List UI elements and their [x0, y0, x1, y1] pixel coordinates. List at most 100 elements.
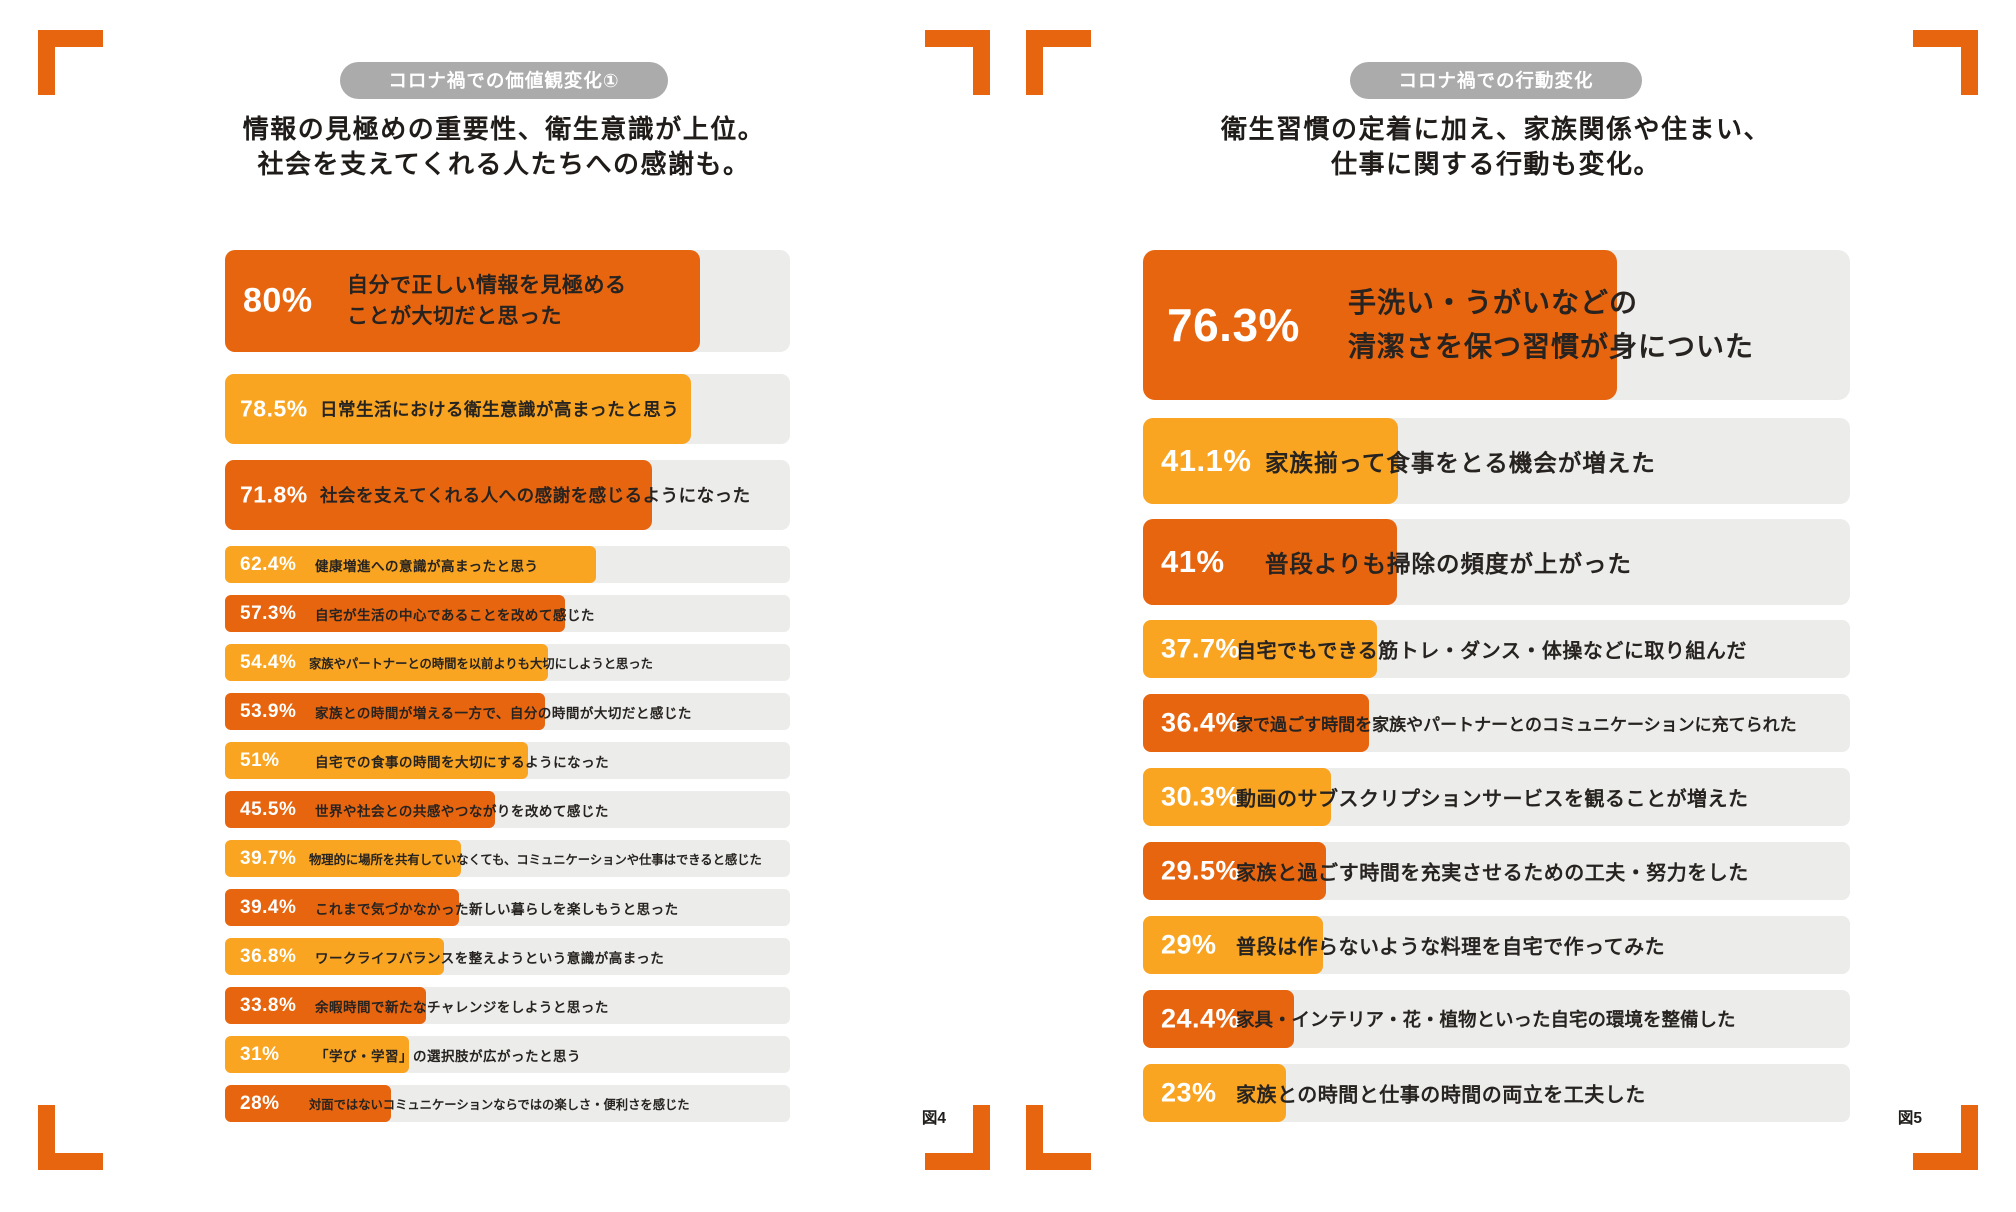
section-badge: コロナ禍での行動変化 [1350, 62, 1642, 99]
bar-label: 普段よりも掃除の頻度が上がった [1265, 551, 1633, 577]
bar-fill [1143, 250, 1617, 400]
bar-value: 62.4% [240, 553, 297, 575]
bar-value: 39.7% [240, 847, 297, 869]
bar-value: 33.8% [240, 994, 297, 1016]
bar-label: 家族やパートナーとの時間を以前よりも大切にしようと思った [309, 656, 653, 671]
chart-title: 情報の見極めの重要性、衛生意識が上位。 社会を支えてくれる人たちへの感謝も。 [0, 112, 1008, 182]
bar-value: 23% [1161, 1077, 1217, 1108]
bar-fill [225, 791, 496, 828]
bar-fill [225, 987, 426, 1024]
bar-row: 53.9% 家族との時間が増える一方で、自分の時間が大切だと感じた [225, 693, 790, 730]
bar-label: 手洗い・うがいなどの 清潔さを保つ習慣が身についた [1348, 287, 1755, 362]
chart-title-line: 社会を支えてくれる人たちへの感謝も。 [257, 149, 751, 179]
bar-row: 80% 自分で正しい情報を見極める ことが大切だと思った [225, 250, 790, 352]
bar-value: 24.4% [1161, 1003, 1241, 1034]
bar-label: 自宅が生活の中心であることを改めて感じた [315, 607, 595, 623]
chart-header: コロナ禍での価値観変化① 情報の見極めの重要性、衛生意識が上位。 社会を支えてく… [0, 62, 1008, 182]
bar-row: 71.8% 社会を支えてくれる人への感謝を感じるようになった [225, 460, 790, 530]
bar-chart-values: 80% 自分で正しい情報を見極める ことが大切だと思った 78.5% 日常生活に… [225, 250, 790, 1134]
bar-row: 54.4% 家族やパートナーとの時間を以前よりも大切にしようと思った [225, 644, 790, 681]
bar-row: 24.4% 家具・インテリア・花・植物といった自宅の環境を整備した [1143, 990, 1850, 1048]
page-values-change: コロナ禍での価値観変化① 情報の見極めの重要性、衛生意識が上位。 社会を支えてく… [0, 30, 1008, 1170]
bar-row: 62.4% 健康増進への意識が高まったと思う [225, 546, 790, 583]
bar-value: 28% [240, 1092, 280, 1114]
bar-fill [225, 595, 566, 632]
bar-label: 対面ではないコミュニケーションならではの楽しさ・便利さを感じた [309, 1097, 690, 1112]
bar-value: 29.5% [1161, 855, 1241, 886]
bar-label: 世界や社会との共感やつながりを改めて感じた [315, 803, 609, 819]
bar-label: 自宅での食事の時間を大切にするようになった [315, 754, 610, 770]
bar-row: 37.7% 自宅でもできる筋トレ・ダンス・体操などに取り組んだ [1143, 620, 1850, 678]
bar-fill [225, 546, 596, 583]
bar-row: 76.3% 手洗い・うがいなどの 清潔さを保つ習慣が身についた [1143, 250, 1850, 400]
bar-fill [225, 460, 652, 530]
bar-fill [225, 374, 692, 444]
corner-bracket-icon [1026, 30, 1091, 95]
bar-value: 54.4% [240, 651, 297, 673]
bar-fill [1143, 990, 1295, 1048]
bar-value: 45.5% [240, 798, 297, 820]
bar-row: 36.4% 家で過ごす時間を家族やパートナーとのコミュニケーションに充てられた [1143, 694, 1850, 752]
section-badge: コロナ禍での価値観変化① [340, 62, 668, 99]
corner-bracket-icon [38, 30, 103, 95]
bar-row: 41% 普段よりも掃除の頻度が上がった [1143, 519, 1850, 605]
bar-value: 30.3% [1161, 781, 1241, 812]
bar-row: 28% 対面ではないコミュニケーションならではの楽しさ・便利さを感じた [225, 1085, 790, 1122]
bar-label: 日常生活における衛生意識が高まったと思う [320, 399, 680, 420]
bar-label: これまで気づかなかった新しい暮らしを楽しもうと思った [315, 901, 679, 917]
bar-value: 51% [240, 749, 280, 771]
bar-row: 29.5% 家族と過ごす時間を充実させるための工夫・努力をした [1143, 842, 1850, 900]
bar-value: 76.3% [1167, 299, 1300, 351]
chart-title-line: 仕事に関する行動も変化。 [1330, 149, 1661, 179]
bar-value: 31% [240, 1043, 280, 1065]
corner-bracket-icon [925, 1105, 990, 1170]
bar-label: 自宅でもできる筋トレ・ダンス・体操などに取り組んだ [1236, 640, 1747, 663]
bar-fill [1143, 768, 1332, 826]
bar-label: 動画のサブスクリプションサービスを観ることが増えた [1236, 788, 1749, 811]
figure-label: 図5 [1897, 1110, 1922, 1127]
chart-title-line: 衛生習慣の定着に加え、家族関係や住まい、 [1220, 114, 1771, 144]
bar-value: 29% [1161, 929, 1217, 960]
bar-fill [225, 938, 444, 975]
corner-bracket-icon [1913, 1105, 1978, 1170]
corner-bracket-icon [1913, 30, 1978, 95]
bar-value: 41% [1161, 544, 1225, 579]
bar-fill [225, 250, 700, 352]
bar-row: 30.3% 動画のサブスクリプションサービスを観ることが増えた [1143, 768, 1850, 826]
bar-fill [225, 693, 545, 730]
bar-value: 53.9% [240, 700, 297, 722]
bar-row: 23% 家族との時間と仕事の時間の両立を工夫した [1143, 1064, 1850, 1122]
bar-row: 39.7% 物理的に場所を共有していなくても、コミュニケーションや仕事はできると… [225, 840, 790, 877]
bar-label: 物理的に場所を共有していなくても、コミュニケーションや仕事はできると感じた [309, 852, 762, 867]
bar-fill [1143, 1064, 1286, 1122]
bar-label: 「学び・学習」の選択肢が広がったと思う [315, 1048, 581, 1064]
bar-fill [225, 742, 528, 779]
bar-fill [1143, 418, 1398, 504]
corner-bracket-icon [38, 1105, 103, 1170]
bar-fill [225, 840, 461, 877]
bar-fill [1143, 694, 1369, 752]
corner-bracket-icon [925, 30, 990, 95]
page-behavior-change: コロナ禍での行動変化 衛生習慣の定着に加え、家族関係や住まい、 仕事に関する行動… [1008, 0, 2016, 1212]
bar-value: 41.1% [1161, 443, 1252, 478]
bar-row: 36.8% ワークライフバランスを整えようという意識が高まった [225, 938, 790, 975]
bar-label: ワークライフバランスを整えようという意識が高まった [315, 950, 665, 966]
chart-title: 衛生習慣の定着に加え、家族関係や住まい、 仕事に関する行動も変化。 [992, 112, 2000, 182]
bar-value: 78.5% [240, 395, 308, 422]
bar-label: 健康増進への意識が高まったと思う [315, 558, 539, 574]
chart-title-line: 情報の見極めの重要性、衛生意識が上位。 [242, 114, 766, 144]
bar-label: 家族揃って食事をとる機会が増えた [1265, 450, 1656, 476]
bar-label: 家族と過ごす時間を充実させるための工夫・努力をした [1236, 862, 1749, 885]
bar-row: 29% 普段は作らないような料理を自宅で作ってみた [1143, 916, 1850, 974]
bar-row: 39.4% これまで気づかなかった新しい暮らしを楽しもうと思った [225, 889, 790, 926]
bar-value: 37.7% [1161, 633, 1241, 664]
bar-row: 57.3% 自宅が生活の中心であることを改めて感じた [225, 595, 790, 632]
bar-value: 36.8% [240, 945, 297, 967]
bar-label: 自分で正しい情報を見極める ことが大切だと思った [347, 274, 627, 328]
bar-label: 余暇時間で新たなチャレンジをしようと思った [315, 999, 609, 1015]
bar-label: 社会を支えてくれる人への感謝を感じるようになった [320, 485, 751, 506]
bar-fill [225, 644, 549, 681]
bar-fill [1143, 842, 1327, 900]
bar-row: 78.5% 日常生活における衛生意識が高まったと思う [225, 374, 790, 444]
